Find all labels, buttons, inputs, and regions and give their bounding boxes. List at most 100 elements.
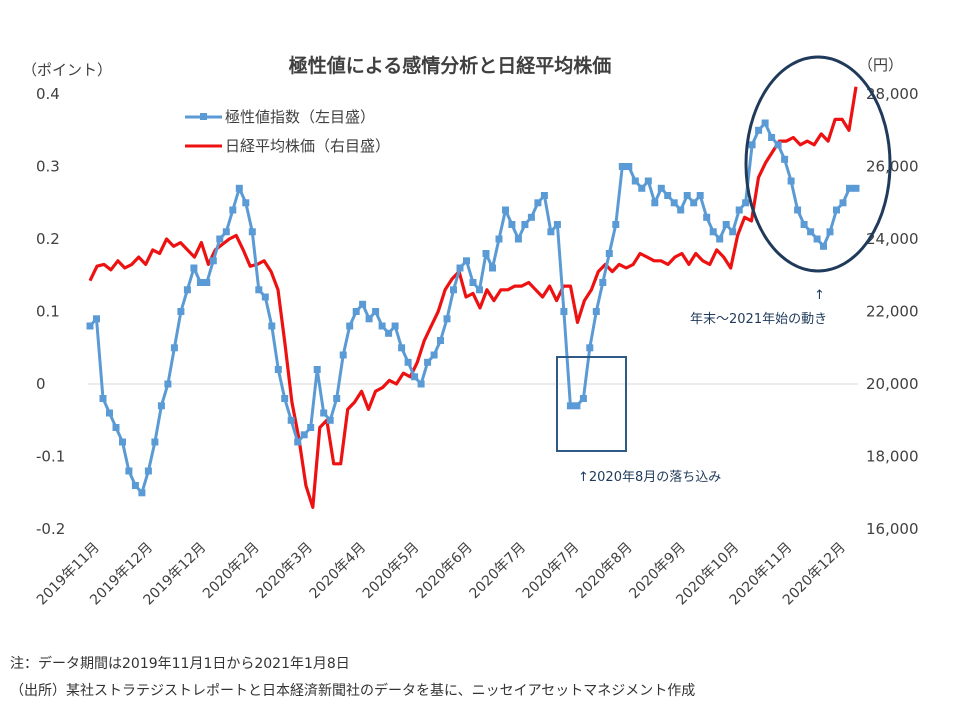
- sentiment-point: [203, 279, 210, 286]
- sentiment-point: [801, 221, 808, 228]
- sentiment-point: [619, 163, 626, 170]
- sentiment-point: [366, 315, 373, 322]
- sentiment-point: [677, 207, 684, 214]
- sentiment-point: [625, 163, 632, 170]
- x-tick-label: 2020年4月: [307, 540, 370, 603]
- sentiment-point: [781, 156, 788, 163]
- sentiment-point: [807, 228, 814, 235]
- left-tick-label: 0.2: [36, 230, 60, 248]
- sentiment-point: [275, 366, 282, 373]
- sentiment-point: [729, 228, 736, 235]
- sentiment-point: [281, 395, 288, 402]
- sentiment-point: [768, 134, 775, 141]
- sentiment-point: [359, 301, 366, 308]
- sentiment-point: [710, 228, 717, 235]
- sentiment-point: [736, 207, 743, 214]
- left-tick-label: -0.2: [36, 520, 65, 538]
- x-tick-label: 2020年6月: [413, 540, 476, 603]
- sentiment-point: [314, 366, 321, 373]
- legend-sentiment-label: 極性値指数（左目盛）: [225, 108, 375, 126]
- sentiment-point: [502, 207, 509, 214]
- sentiment-point: [457, 265, 464, 272]
- right-tick-label: 16,000: [866, 520, 919, 538]
- sentiment-point: [113, 424, 120, 431]
- sentiment-line: [90, 123, 856, 493]
- sentiment-point: [418, 381, 425, 388]
- sentiment-point: [515, 236, 522, 243]
- sentiment-point: [580, 395, 587, 402]
- sentiment-point: [775, 141, 782, 148]
- legend: 極性値指数（左目盛） 日経平均株価（右目盛）: [185, 108, 390, 155]
- sentiment-point: [593, 308, 600, 315]
- sentiment-point: [547, 228, 554, 235]
- sentiment-point: [853, 185, 860, 192]
- sentiment-point: [703, 214, 710, 221]
- sentiment-point: [651, 199, 658, 206]
- chart: 極性値による感情分析と日経平均株価 （ポイント） （円） 0.40.30.20.…: [0, 0, 960, 727]
- nikkei-line: [90, 87, 856, 508]
- left-tick-label: -0.1: [36, 448, 65, 466]
- right-tick-label: 18,000: [866, 448, 919, 466]
- left-tick-label: 0: [36, 375, 46, 393]
- sentiment-point: [794, 207, 801, 214]
- sentiment-point: [716, 236, 723, 243]
- year-end-annotation: 年末～2021年始の動き: [690, 312, 827, 327]
- sentiment-point: [223, 228, 230, 235]
- legend-nikkei-label: 日経平均株価（右目盛）: [225, 137, 390, 155]
- sentiment-point: [599, 279, 606, 286]
- sentiment-point: [684, 192, 691, 199]
- sentiment-point: [612, 221, 619, 228]
- right-tick-label: 20,000: [866, 375, 919, 393]
- left-axis-unit: （ポイント）: [22, 61, 112, 79]
- sentiment-point: [690, 199, 697, 206]
- x-tick-label: 2020年5月: [360, 540, 423, 603]
- sentiment-point: [392, 323, 399, 330]
- sentiment-point: [431, 352, 438, 359]
- sentiment-point: [820, 243, 827, 250]
- sentiment-point: [255, 286, 262, 293]
- sentiment-point: [606, 250, 613, 257]
- sentiment-point: [190, 265, 197, 272]
- sentiment-point: [210, 257, 217, 264]
- sentiment-point: [100, 395, 107, 402]
- sentiment-point: [573, 402, 580, 409]
- sentiment-point: [463, 257, 470, 264]
- footnote-period: 注：データ期間は2019年11月1日から2021年1月8日: [10, 653, 350, 673]
- sentiment-point: [119, 439, 126, 446]
- sentiment-point: [288, 417, 295, 424]
- sentiment-point: [567, 402, 574, 409]
- x-tick-label: 2020年8月: [573, 540, 636, 603]
- sentiment-point: [320, 410, 327, 417]
- sentiment-point: [405, 359, 412, 366]
- sentiment-point: [385, 330, 392, 337]
- sentiment-point: [814, 236, 821, 243]
- legend-sentiment-marker: [200, 113, 207, 120]
- sentiment-point: [268, 323, 275, 330]
- sentiment-point: [398, 344, 405, 351]
- chart-title: 極性値による感情分析と日経平均株価: [289, 54, 611, 77]
- year-end-arrow: ↑: [814, 288, 825, 303]
- sentiment-point: [840, 199, 847, 206]
- sentiment-point: [645, 178, 652, 185]
- sentiment-point: [671, 199, 678, 206]
- sentiment-point: [145, 468, 152, 475]
- sentiment-point: [846, 185, 853, 192]
- sentiment-point: [534, 199, 541, 206]
- sentiment-point: [483, 250, 490, 257]
- aug-2020-annotation: ↑2020年8月の落ち込み: [578, 470, 721, 485]
- sentiment-point: [353, 308, 360, 315]
- right-tick-label: 26,000: [866, 158, 919, 176]
- sentiment-point: [541, 192, 548, 199]
- sentiment-point: [658, 185, 665, 192]
- sentiment-point: [132, 482, 139, 489]
- sentiment-point: [125, 468, 132, 475]
- sentiment-point: [346, 323, 353, 330]
- sentiment-point: [372, 308, 379, 315]
- x-tick-label: 2020年7月: [520, 540, 583, 603]
- x-axis-ticks: 2019年11月2019年12月2019年12月2020年2月2020年3月20…: [34, 540, 849, 609]
- sentiment-point: [262, 294, 269, 301]
- footnote-source: （出所）某社ストラテジストレポートと日本経済新聞社のデータを基に、ニッセイアセッ…: [10, 680, 695, 700]
- sentiment-point: [93, 315, 100, 322]
- sentiment-point: [294, 439, 301, 446]
- sentiment-point: [833, 207, 840, 214]
